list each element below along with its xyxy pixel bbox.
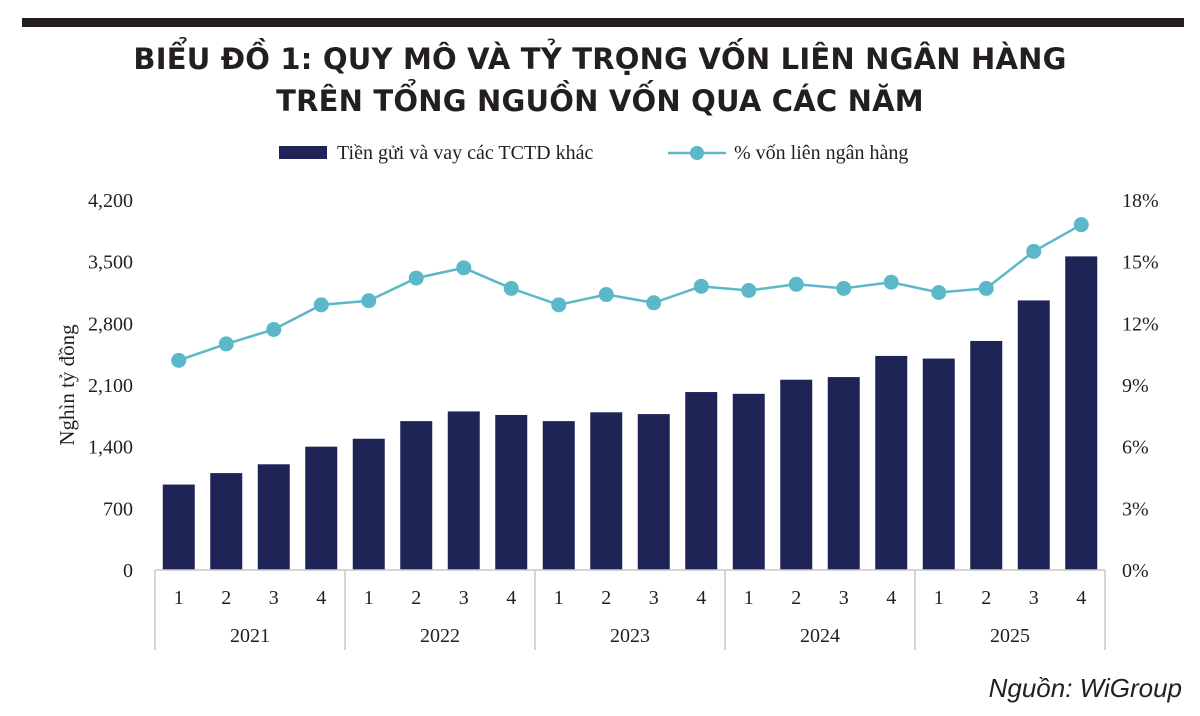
bar: [542, 421, 575, 570]
y-tick-label: 2,800: [88, 313, 133, 335]
source-note: Nguồn: WiGroup: [988, 673, 1182, 703]
y2-tick-label: 18%: [1122, 190, 1159, 212]
x-group-label: 2025: [990, 625, 1030, 647]
x-tick-label: 1: [174, 587, 184, 609]
x-tick-label: 2: [981, 587, 991, 609]
y2-tick-label: 9%: [1122, 375, 1149, 397]
legend-line-marker: [690, 146, 704, 160]
x-tick-label: 4: [506, 587, 516, 609]
line-point: [693, 278, 709, 294]
x-tick-label: 3: [839, 587, 849, 609]
x-group-label: 2022: [420, 625, 460, 647]
y2-tick-label: 12%: [1122, 313, 1159, 335]
y2-tick-label: 3%: [1122, 498, 1149, 520]
y2-tick-label: 0%: [1122, 560, 1149, 582]
x-group-label: 2021: [230, 625, 270, 647]
y-tick-label: 0: [123, 560, 133, 582]
line-point: [883, 274, 899, 290]
bar: [352, 438, 385, 570]
bar: [732, 393, 765, 570]
x-tick-label: 2: [601, 587, 611, 609]
line-point: [598, 287, 614, 303]
line-point: [361, 293, 377, 309]
chart-title-line-2: TRÊN TỔNG NGUỒN VỐN QUA CÁC NĂM: [276, 84, 924, 118]
line-point: [218, 336, 234, 352]
line-point: [1073, 217, 1089, 233]
bar: [400, 421, 433, 570]
line-point: [1026, 243, 1042, 259]
x-tick-label: 3: [269, 587, 279, 609]
y-tick-label: 700: [103, 498, 133, 520]
x-tick-label: 1: [744, 587, 754, 609]
x-tick-label: 2: [411, 587, 421, 609]
bar: [590, 412, 623, 570]
line-point: [266, 322, 282, 337]
line-point: [408, 270, 424, 286]
x-tick-label: 4: [1076, 587, 1086, 609]
y-tick-label: 2,100: [88, 375, 133, 397]
top-rule: [22, 18, 1184, 27]
x-tick-label: 3: [649, 587, 659, 609]
x-tick-label: 4: [696, 587, 706, 609]
bar: [685, 392, 718, 570]
line-point: [931, 285, 947, 300]
bar: [637, 414, 670, 570]
line-point: [551, 297, 567, 313]
x-tick-label: 1: [554, 587, 564, 609]
bar: [447, 411, 480, 570]
legend-bar-label: Tiền gửi và vay các TCTD khác: [337, 142, 593, 164]
chart-title: BIỂU ĐỒ 1: QUY MÔ VÀ TỶ TRỌNG VỐN LIÊN N…: [0, 38, 1200, 122]
line-series: [178, 223, 1082, 362]
bar: [210, 473, 243, 570]
x-group-label: 2023: [610, 625, 650, 647]
bar: [875, 355, 908, 570]
line-point: [456, 260, 472, 276]
x-group-label: 2024: [800, 625, 840, 647]
x-tick-label: 1: [364, 587, 374, 609]
x-tick-label: 3: [1029, 587, 1039, 609]
y-axis-title: Nghìn tỷ đồng: [55, 324, 79, 446]
y2-tick-label: 15%: [1122, 252, 1159, 274]
x-tick-label: 3: [459, 587, 469, 609]
legend-bar-swatch: [279, 146, 327, 159]
x-tick-label: 1: [934, 587, 944, 609]
bar: [495, 414, 528, 570]
bar: [1065, 256, 1098, 570]
y-tick-label: 4,200: [88, 190, 133, 212]
y-tick-label: 1,400: [88, 437, 133, 459]
line-point: [313, 297, 329, 313]
bar: [780, 379, 813, 570]
bar: [162, 484, 195, 570]
bar: [970, 340, 1003, 570]
chart-title-line-1: BIỂU ĐỒ 1: QUY MÔ VÀ TỶ TRỌNG VỐN LIÊN N…: [133, 42, 1067, 76]
line-point: [646, 295, 662, 311]
x-tick-label: 4: [316, 587, 326, 609]
line-point: [503, 280, 519, 296]
x-tick-label: 4: [886, 587, 896, 609]
bar: [922, 358, 955, 570]
x-tick-label: 2: [221, 587, 231, 609]
bar: [305, 446, 338, 570]
y-tick-label: 3,500: [88, 252, 133, 274]
y2-tick-label: 6%: [1122, 437, 1149, 459]
line-point: [978, 280, 994, 296]
line-point: [741, 282, 757, 298]
bar: [257, 464, 290, 570]
line-point: [171, 352, 187, 368]
line-point: [836, 280, 852, 296]
x-tick-label: 2: [791, 587, 801, 609]
bar: [1017, 300, 1050, 570]
legend-line-label: % vốn liên ngân hàng: [734, 142, 908, 164]
line-point: [788, 276, 804, 292]
bar: [827, 377, 860, 570]
